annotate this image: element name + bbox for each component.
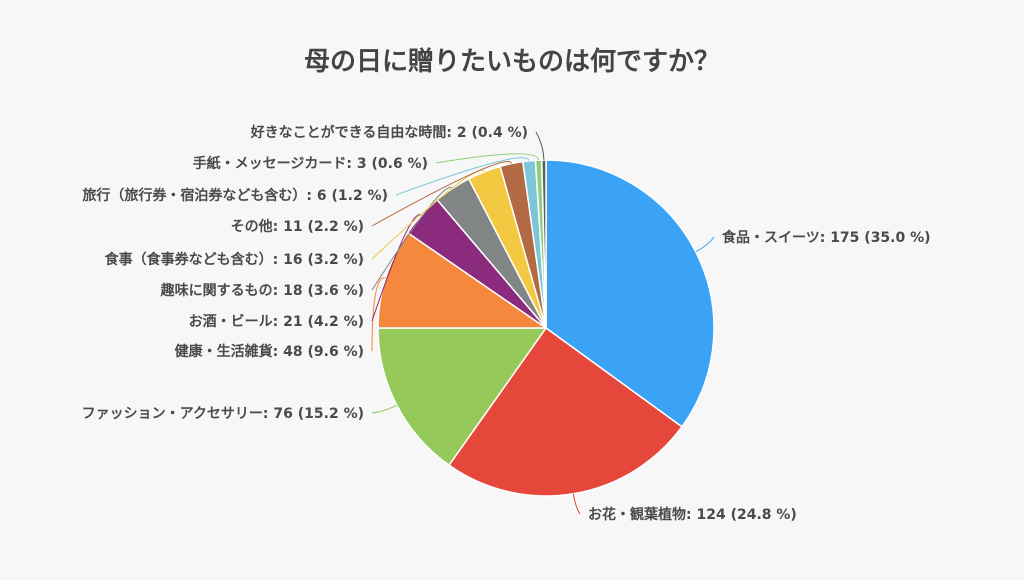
pie-slice — [377, 327, 548, 467]
pie-slice — [545, 159, 715, 428]
leader-line — [572, 493, 581, 515]
pie-slice — [377, 231, 549, 329]
pie-slice — [447, 326, 683, 497]
slice-label: お酒・ビール: 21 (4.2 %) — [189, 314, 364, 330]
slice-label: お花・観葉植物: 124 (24.8 %) — [588, 506, 797, 523]
chart-title: 母の日に贈りたいものは何ですか？ — [304, 46, 720, 77]
slices-group — [377, 159, 715, 497]
labels-group: 食品・スイーツ: 175 (35.0 %) お花・観葉植物: 124 (24.8 … — [82, 124, 931, 523]
leader-line — [395, 157, 530, 196]
leader-lines-group — [371, 131, 715, 515]
slice-label: 健康・生活雑貨: 48 (9.6 %) — [175, 343, 364, 360]
leader-line — [435, 153, 540, 164]
slice-label: その他: 11 (2.2 %) — [231, 218, 364, 235]
slice-label: 食品・スイーツ: 175 (35.0 %) — [722, 229, 931, 246]
leader-line — [371, 214, 422, 322]
leader-line — [535, 131, 545, 161]
slice-label: ファッション・アクセサリー: 76 (15.2 %) — [82, 406, 364, 422]
slice-label: 手紙・メッセージカード: 3 (0.6 %) — [193, 155, 428, 172]
leader-line — [371, 277, 386, 352]
slice-label: 食事（食事券なども含む）: 16 (3.2 %) — [105, 251, 364, 268]
slice-label: 旅行（旅行券・宿泊券なども含む）: 6 (1.2 %) — [82, 187, 388, 204]
leader-line — [371, 169, 485, 260]
slice-label: 好きなことができる自由な時間: 2 (0.4 %) — [250, 124, 528, 141]
leader-line — [371, 404, 398, 414]
leader-line — [371, 161, 512, 227]
leader-line — [695, 236, 715, 253]
slice-label: 趣味に関するもの: 18 (3.6 %) — [160, 282, 364, 299]
